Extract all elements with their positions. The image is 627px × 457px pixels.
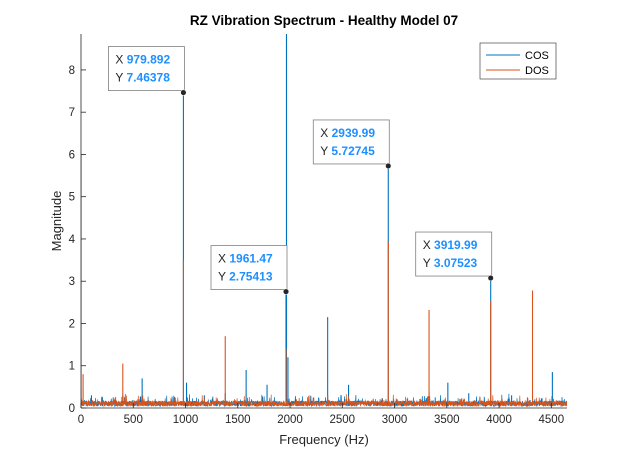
legend-label-cos: COS xyxy=(525,50,549,62)
y-tick-label-4: 4 xyxy=(69,234,76,246)
datatip-marker xyxy=(180,89,187,96)
x-tick-label-4000: 4000 xyxy=(486,414,512,426)
datatip-y-row: Y 2.75413 xyxy=(218,270,273,284)
y-tick-label-2: 2 xyxy=(69,318,75,330)
datatip-x-label: X xyxy=(423,238,434,252)
datatip-3[interactable]: X 3919.99Y 3.07523 xyxy=(415,231,494,282)
datatip-y-label: Y xyxy=(320,144,331,158)
datatip-box xyxy=(312,119,390,165)
y-tick-label-5: 5 xyxy=(69,192,75,204)
legend-box xyxy=(479,42,557,80)
datatip-x-label: X xyxy=(115,53,126,67)
y-tick-label-7: 7 xyxy=(69,107,75,119)
datatip-y-label: Y xyxy=(115,71,126,85)
datatip-marker xyxy=(385,162,392,170)
datatip-box xyxy=(210,245,288,291)
x-tick-label-500: 500 xyxy=(124,414,143,426)
y-tick-label-8: 8 xyxy=(69,65,75,77)
legend: COS DOS xyxy=(479,42,557,80)
datatip-y-value: 3.07523 xyxy=(434,256,478,270)
datatip-box xyxy=(108,46,185,91)
datatip-x-label: X xyxy=(320,126,331,140)
datatip-2[interactable]: X 2939.99Y 5.72745 xyxy=(312,119,392,170)
datatip-y-row: Y 3.07523 xyxy=(423,256,478,270)
x-tick-label-1500: 1500 xyxy=(225,414,251,426)
x-tick-label-3500: 3500 xyxy=(434,414,460,426)
datatip-x-row: X 3919.99 xyxy=(423,238,478,252)
x-tick-label-3000: 3000 xyxy=(382,414,408,426)
x-tick-label-1000: 1000 xyxy=(173,414,199,426)
datatip-x-row: X 2939.99 xyxy=(320,126,375,140)
datatip-x-value: 1961.47 xyxy=(229,252,273,266)
datatip-x-row: X 1961.47 xyxy=(218,252,273,266)
x-tick-label-2000: 2000 xyxy=(277,414,303,426)
y-tick-label-0: 0 xyxy=(69,403,75,415)
datatip-1[interactable]: X 1961.47Y 2.75413 xyxy=(210,245,290,295)
x-tick-label-4500: 4500 xyxy=(539,414,565,426)
datatip-marker xyxy=(487,274,494,282)
datatip-marker xyxy=(282,288,290,295)
plot-area xyxy=(81,34,567,408)
x-tick-label-2500: 2500 xyxy=(329,414,355,426)
series-dos xyxy=(81,154,567,408)
datatip-x-value: 3919.99 xyxy=(434,238,478,252)
y-tick-label-3: 3 xyxy=(69,276,75,288)
datatip-x-label: X xyxy=(218,252,229,266)
datatip-y-value: 5.72745 xyxy=(331,144,375,158)
chart-title: RZ Vibration Spectrum - Healthy Model 07 xyxy=(190,13,458,28)
noise-floor-dos xyxy=(81,393,567,408)
y-tick-label-1: 1 xyxy=(69,361,75,373)
datatip-x-value: 2939.99 xyxy=(332,126,376,140)
datatip-y-label: Y xyxy=(218,270,229,284)
datatip-y-row: Y 5.72745 xyxy=(320,144,375,158)
x-tick-label-0: 0 xyxy=(78,414,84,426)
datatip-y-value: 2.75413 xyxy=(229,270,273,284)
datatip-x-row: X 979.892 xyxy=(115,53,170,67)
datatip-box xyxy=(415,231,493,277)
x-axis-label: Frequency (Hz) xyxy=(279,432,369,447)
datatip-x-value: 979.892 xyxy=(127,53,171,67)
y-tick-label-6: 6 xyxy=(69,149,75,161)
datatip-y-row: Y 7.46378 xyxy=(115,71,170,85)
legend-label-dos: DOS xyxy=(525,65,549,77)
y-axis-label: Magnitude xyxy=(49,191,64,252)
datatip-y-label: Y xyxy=(423,256,434,270)
datatip-y-value: 7.46378 xyxy=(127,71,171,85)
